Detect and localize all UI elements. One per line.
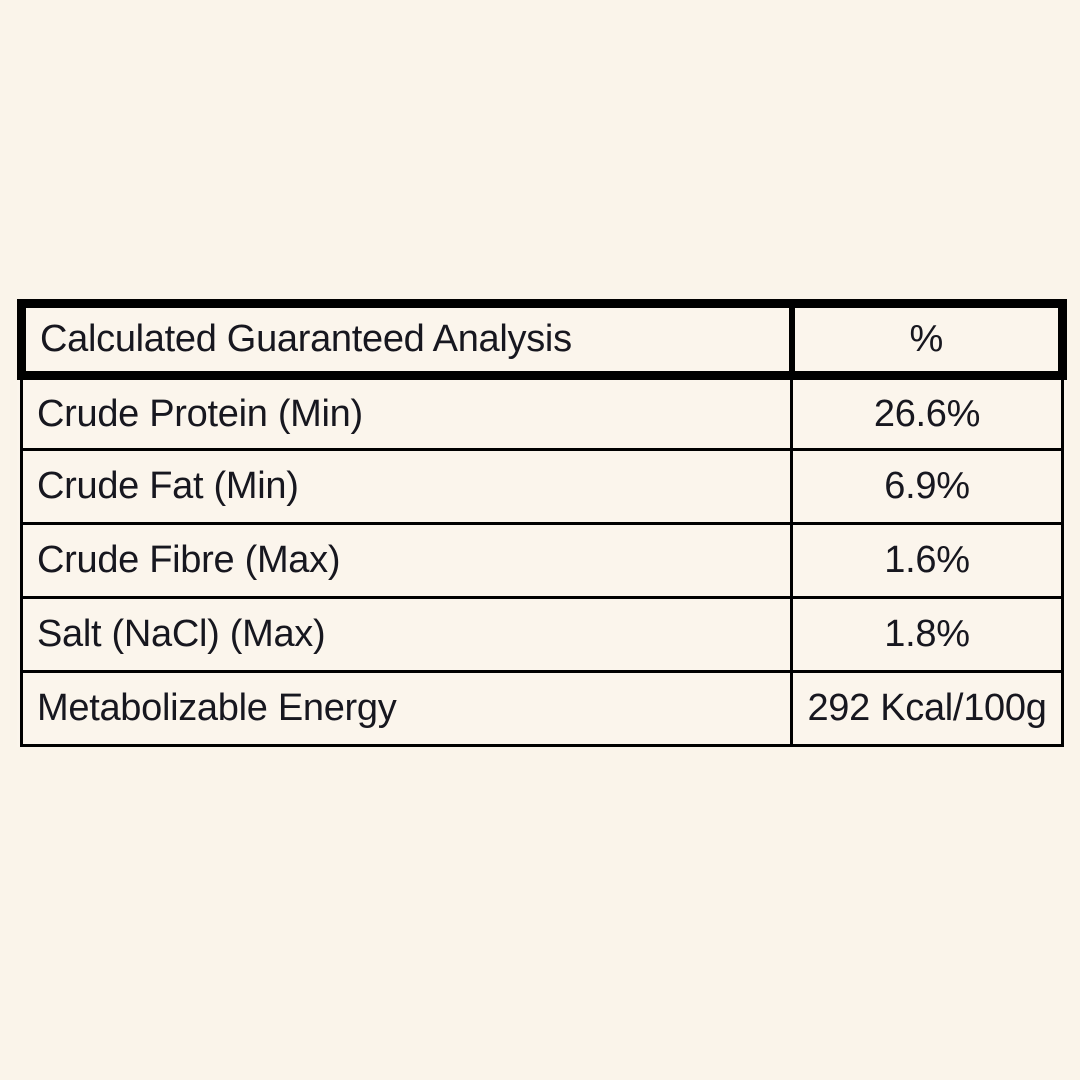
table-row: Salt (NaCl) (Max) 1.8% bbox=[20, 596, 1064, 673]
row-value-metabolizable-energy: 292 Kcal/100g bbox=[790, 670, 1064, 747]
row-label-crude-fat: Crude Fat (Min) bbox=[20, 448, 793, 525]
row-label-crude-protein: Crude Protein (Min) bbox=[20, 374, 793, 451]
table-row: Crude Protein (Min) 26.6% bbox=[20, 374, 1064, 451]
table-row: Crude Fat (Min) 6.9% bbox=[20, 448, 1064, 525]
row-label-salt: Salt (NaCl) (Max) bbox=[20, 596, 793, 673]
table-row: Crude Fibre (Max) 1.6% bbox=[20, 522, 1064, 599]
row-label-crude-fibre: Crude Fibre (Max) bbox=[20, 522, 793, 599]
row-label-metabolizable-energy: Metabolizable Energy bbox=[20, 670, 793, 747]
row-value-crude-fat: 6.9% bbox=[790, 448, 1064, 525]
table-row: Metabolizable Energy 292 Kcal/100g bbox=[20, 670, 1064, 747]
table-header-row: Calculated Guaranteed Analysis % bbox=[17, 299, 1067, 380]
guaranteed-analysis-table: Calculated Guaranteed Analysis % Crude P… bbox=[17, 299, 1067, 747]
row-value-crude-fibre: 1.6% bbox=[790, 522, 1064, 599]
row-value-crude-protein: 26.6% bbox=[790, 374, 1064, 451]
header-title-cell: Calculated Guaranteed Analysis bbox=[17, 299, 795, 380]
row-value-salt: 1.8% bbox=[790, 596, 1064, 673]
header-unit-cell: % bbox=[788, 299, 1067, 380]
